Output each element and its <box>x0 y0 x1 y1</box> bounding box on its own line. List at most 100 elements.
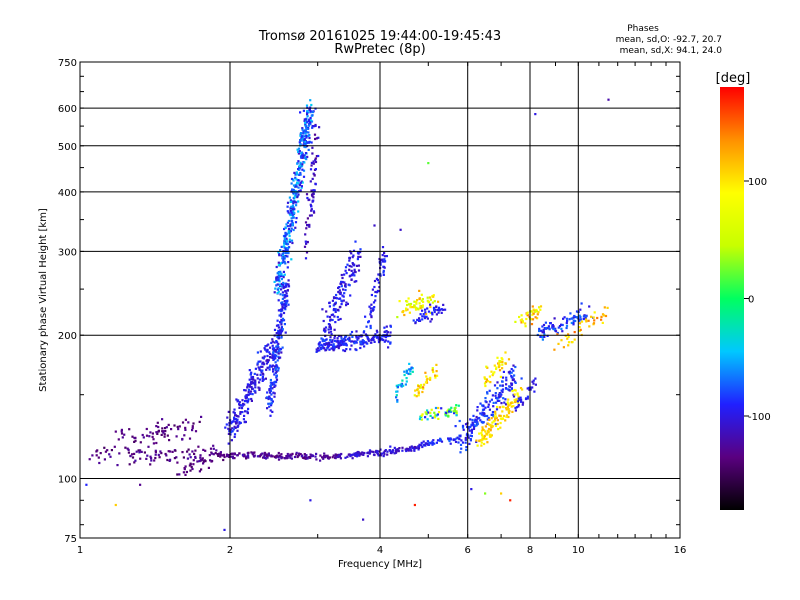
data-point <box>420 418 423 421</box>
data-point <box>383 335 386 338</box>
data-point <box>279 270 282 273</box>
data-point <box>353 342 356 345</box>
data-point <box>567 333 570 336</box>
data-point <box>506 405 509 408</box>
data-point <box>338 344 341 348</box>
data-point <box>178 473 181 476</box>
data-point <box>486 422 489 425</box>
data-point <box>198 460 201 463</box>
data-point <box>260 453 263 456</box>
data-point <box>531 313 534 316</box>
data-point <box>479 402 482 405</box>
data-point <box>254 390 257 393</box>
data-point <box>339 339 342 343</box>
data-point <box>307 224 310 227</box>
data-point <box>295 453 298 456</box>
data-point <box>554 330 558 333</box>
data-point <box>281 317 285 320</box>
data-point <box>287 252 290 255</box>
outlier-point <box>484 492 487 495</box>
data-point <box>334 339 337 343</box>
data-point <box>501 363 504 366</box>
x-tick-labels: 1 2 4 6 8 10 16 <box>77 545 687 556</box>
data-point <box>486 414 489 418</box>
data-point <box>275 354 278 357</box>
data-point <box>299 453 302 456</box>
data-point <box>325 310 328 313</box>
data-point <box>578 322 582 325</box>
data-point <box>421 445 424 449</box>
data-point <box>202 462 205 465</box>
data-point <box>243 403 246 406</box>
data-point <box>401 449 404 452</box>
data-point <box>510 368 513 371</box>
data-point <box>524 322 527 325</box>
data-point <box>525 317 528 321</box>
data-point <box>145 457 148 460</box>
data-point <box>469 418 472 421</box>
data-point <box>295 217 298 220</box>
data-point <box>368 449 372 452</box>
data-point <box>128 463 131 466</box>
data-point <box>402 384 405 387</box>
data-point <box>502 370 505 373</box>
data-point <box>277 287 280 290</box>
data-point <box>290 227 293 230</box>
data-point <box>273 328 277 331</box>
data-point <box>271 381 274 384</box>
data-point <box>278 454 281 457</box>
data-point <box>396 390 399 393</box>
data-point <box>415 300 418 303</box>
data-point <box>270 399 273 402</box>
data-point <box>509 403 512 406</box>
data-point <box>286 201 290 204</box>
data-point <box>401 311 404 314</box>
data-point <box>286 243 290 246</box>
data-point <box>304 129 307 132</box>
data-point <box>546 334 549 337</box>
data-point <box>181 451 184 454</box>
data-point <box>209 447 213 450</box>
data-point <box>427 310 431 313</box>
data-point <box>479 412 482 415</box>
data-point <box>298 183 302 187</box>
data-point <box>266 354 269 358</box>
data-point <box>277 352 280 355</box>
data-point <box>499 392 502 395</box>
data-point <box>346 263 349 266</box>
data-point <box>283 246 286 249</box>
data-point <box>194 456 197 459</box>
data-point <box>273 280 276 283</box>
data-point <box>168 459 171 462</box>
data-point <box>579 315 582 319</box>
data-point <box>306 113 309 116</box>
data-point <box>113 445 116 448</box>
data-point <box>114 430 117 433</box>
data-point <box>263 456 267 459</box>
data-point <box>572 316 575 319</box>
data-point <box>484 384 487 388</box>
data-point <box>278 330 281 333</box>
data-point <box>310 205 313 208</box>
data-point <box>572 321 575 324</box>
data-point <box>541 336 544 339</box>
data-point <box>377 281 380 284</box>
data-point <box>510 382 513 385</box>
data-point <box>380 338 383 341</box>
data-point <box>210 460 213 463</box>
data-point <box>273 455 277 458</box>
data-point <box>265 368 268 371</box>
data-point <box>297 200 300 203</box>
data-point <box>498 360 501 363</box>
outlier-point <box>114 503 117 507</box>
data-point <box>490 434 493 437</box>
data-point <box>544 321 547 324</box>
data-point <box>490 398 493 401</box>
data-point <box>184 428 187 431</box>
data-point <box>282 276 285 279</box>
data-point <box>413 300 416 303</box>
data-point <box>281 294 284 297</box>
data-point <box>137 449 140 452</box>
data-point <box>291 214 294 217</box>
data-point <box>219 455 222 458</box>
